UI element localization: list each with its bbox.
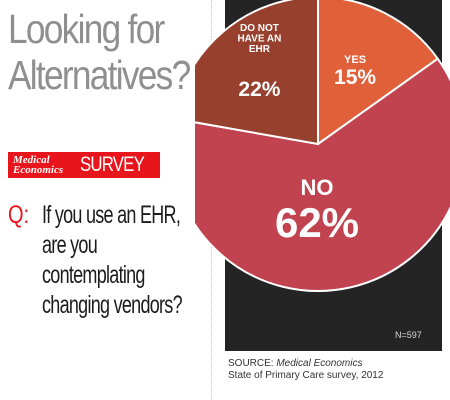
survey-banner: Medical Economics SURVEY bbox=[8, 152, 160, 178]
slice-value-label: 22% bbox=[238, 78, 280, 101]
source-publication: Medical Economics bbox=[276, 358, 363, 369]
source-line2: State of Primary Care survey, 2012 bbox=[228, 370, 384, 381]
slice-label: DO NOT bbox=[240, 23, 279, 34]
slice-label: NO bbox=[301, 175, 334, 200]
slice-label: EHR bbox=[249, 44, 271, 55]
headline: Looking for Alternatives? bbox=[8, 6, 191, 98]
headline-line2: Alternatives? bbox=[8, 52, 191, 98]
pie-slice-do-not-have-an-ehr bbox=[195, 0, 319, 146]
pie-slice-yes bbox=[317, 0, 440, 146]
question-text: If you use an EHR, are you contemplating… bbox=[42, 200, 200, 320]
question-line: changing vendors? bbox=[42, 291, 183, 319]
source-prefix: SOURCE: bbox=[228, 358, 277, 369]
slice-value-label: 62% bbox=[275, 199, 359, 246]
slice-value-label: 15% bbox=[334, 66, 376, 89]
question-line: If you use an EHR, bbox=[42, 201, 181, 229]
medical-economics-logo: Medical Economics bbox=[13, 154, 64, 176]
question-prefix: Q: bbox=[8, 201, 30, 229]
pie-slice-no bbox=[195, 57, 450, 292]
source-note: SOURCE: Medical Economics State of Prima… bbox=[228, 358, 383, 382]
headline-line1: Looking for bbox=[8, 6, 165, 52]
slice-label: YES bbox=[344, 54, 366, 66]
sample-size: N=597 bbox=[395, 330, 422, 340]
slice-label: HAVE AN bbox=[237, 34, 281, 45]
question-line: are you contemplating bbox=[42, 231, 145, 289]
survey-label: SURVEY bbox=[80, 153, 145, 176]
